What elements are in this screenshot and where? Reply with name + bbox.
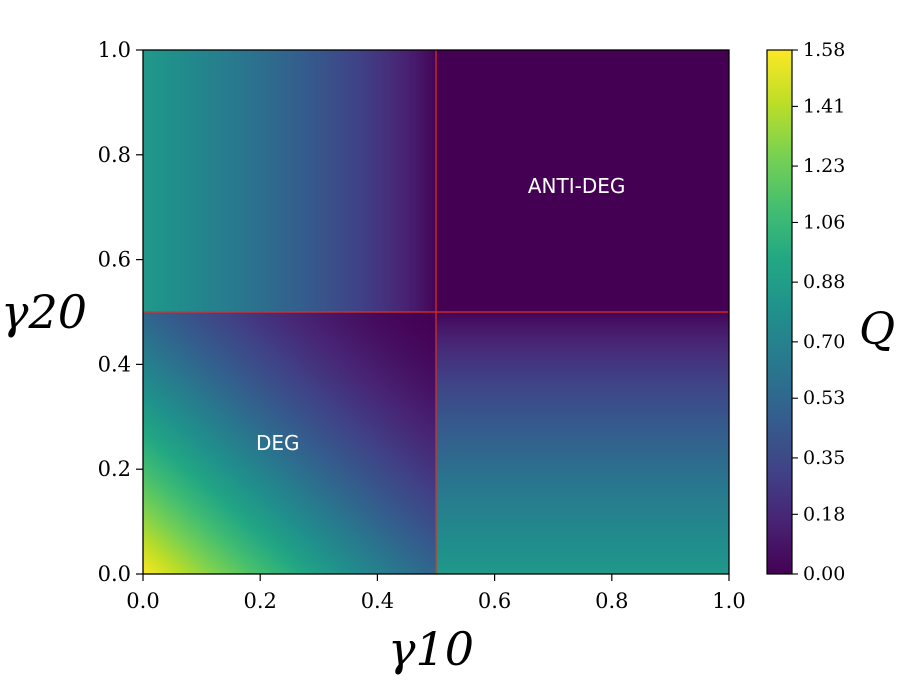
region-label-deg: DEG (256, 431, 300, 455)
y-axis-ticks: 0.0 0.2 0.4 0.6 0.8 1.0 (98, 38, 143, 586)
x-tick-label: 0.2 (243, 589, 276, 613)
colorbar-tick-label: 1.06 (803, 211, 845, 233)
x-axis-label: γ10 (388, 622, 474, 676)
colorbar-tick-label: 1.23 (803, 155, 845, 177)
x-tick-label: 0.6 (478, 589, 511, 613)
x-tick-label: 0.0 (126, 589, 159, 613)
colorbar (766, 49, 793, 575)
colorbar-tick-label: 0.00 (803, 563, 845, 585)
colorbar-tick-label: 0.70 (803, 331, 845, 353)
x-tick-label: 0.8 (595, 589, 628, 613)
colorbar-label: Q (859, 304, 895, 355)
colorbar-tick-label: 0.88 (803, 271, 845, 293)
y-axis-label: γ20 (1, 285, 87, 339)
colorbar-tick-label: 0.53 (803, 387, 845, 409)
y-tick-label: 1.0 (98, 38, 131, 62)
colorbar-tick-label: 0.35 (803, 447, 845, 469)
colorbar-ticks: 0.00 0.18 0.35 0.53 0.70 0.88 1.06 1.23 1.41 1.58 (792, 39, 845, 585)
y-tick-label: 0.6 (98, 248, 131, 272)
y-tick-label: 0.4 (98, 352, 131, 376)
x-tick-label: 0.4 (361, 589, 394, 613)
colorbar-tick-label: 1.58 (803, 39, 845, 61)
colorbar-tick-label: 0.18 (803, 503, 845, 525)
y-tick-label: 0.8 (98, 143, 131, 167)
y-tick-label: 0.2 (98, 457, 131, 481)
plot-frame (142, 49, 730, 575)
region-annotations: DEG ANTI-DEG (256, 174, 625, 455)
x-axis-ticks: 0.0 0.2 0.4 0.6 0.8 1.0 (126, 574, 746, 613)
colorbar-tick-label: 1.41 (803, 95, 845, 117)
region-label-anti-deg: ANTI-DEG (528, 174, 626, 198)
x-tick-label: 1.0 (712, 589, 745, 613)
y-tick-label: 0.0 (98, 562, 131, 586)
